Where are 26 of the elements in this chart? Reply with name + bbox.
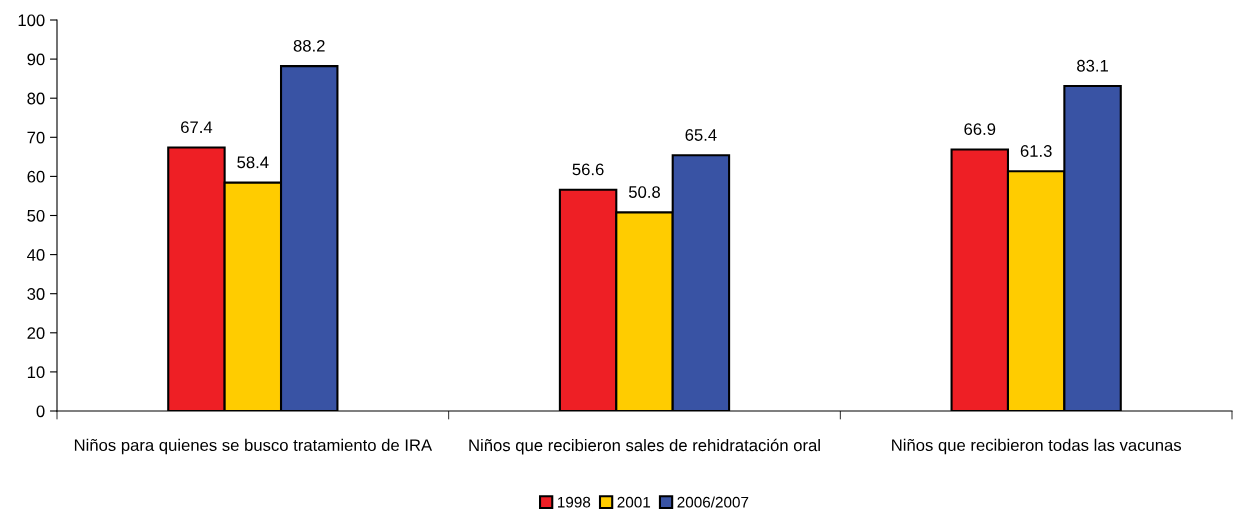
- y-tick-label: 50: [27, 209, 45, 222]
- y-tick-label: 40: [27, 249, 45, 261]
- y-tick-label: 0: [36, 405, 45, 418]
- data-label: 56.6: [572, 163, 604, 176]
- y-tick-label: 90: [27, 53, 45, 66]
- data-label: 65.4: [685, 129, 717, 141]
- y-tick-label: 100: [18, 14, 45, 27]
- x-tick-label: Niños que recibieron todas las vacunas: [892, 438, 1182, 455]
- legend-label: 2001: [617, 496, 651, 508]
- y-tick-label: 80: [27, 92, 45, 105]
- y-tick-label: 10: [27, 366, 45, 379]
- y-tick-label: 60: [27, 170, 45, 183]
- x-tick-label: Niños para quienes se busco tratamiento de IRA: [74, 438, 433, 455]
- data-label: 50.8: [628, 186, 660, 198]
- data-label: 83.1: [1077, 59, 1108, 72]
- data-label: 67.4: [181, 121, 213, 134]
- y-tick-label: 30: [27, 288, 45, 300]
- data-label: 66.9: [964, 123, 996, 136]
- legend-label: 1998: [558, 496, 591, 508]
- legend-label: 2006/2007: [677, 496, 749, 508]
- y-tick-label: 20: [27, 327, 45, 339]
- y-tick-label: 70: [27, 131, 45, 144]
- x-tick-label: Niños que recibieron sales de rehidratación oral: [469, 438, 820, 455]
- data-label: 61.3: [1020, 145, 1052, 157]
- data-label: 88.2: [293, 39, 325, 52]
- data-label: 58.4: [237, 156, 269, 169]
